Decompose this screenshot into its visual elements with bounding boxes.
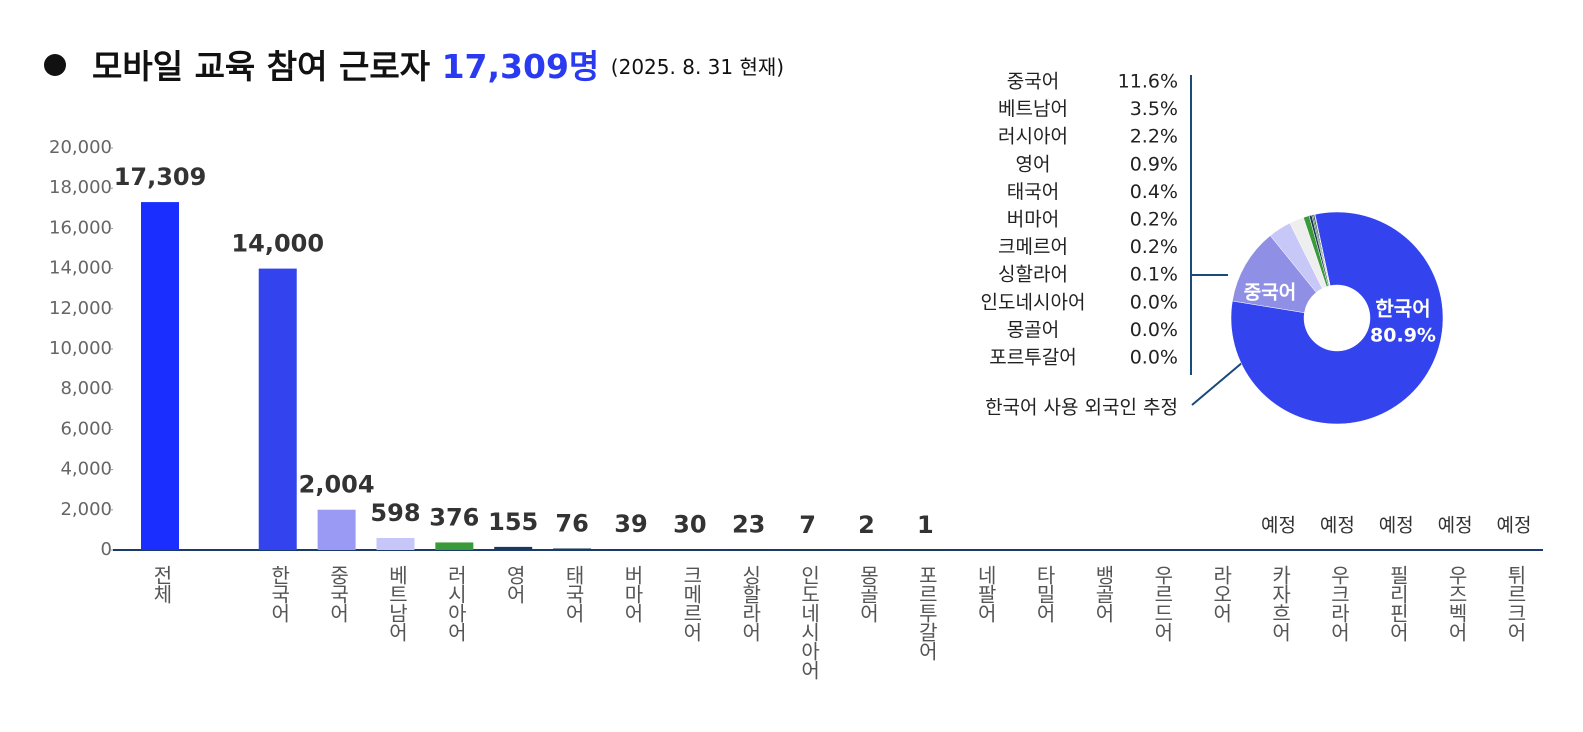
value-label: 2 xyxy=(858,511,875,539)
legend-value: 0.4% xyxy=(1130,181,1178,203)
bar xyxy=(611,549,650,551)
value-label: 예정 xyxy=(1320,515,1355,537)
y-tick-label: 2,000 xyxy=(60,499,112,520)
legend-label: 싱할라어 xyxy=(998,264,1068,286)
value-label: 예정 xyxy=(1438,515,1473,537)
slice-label: 중국어 xyxy=(1244,282,1296,304)
legend-label: 포르투갈어 xyxy=(989,347,1076,369)
value-label: 76 xyxy=(555,509,588,537)
x-tick-label: 뱅골어 xyxy=(1091,565,1115,623)
x-tick-label: 필리핀어 xyxy=(1386,565,1410,642)
x-tick-label: 버마어 xyxy=(620,565,644,623)
x-tick-label: 영어 xyxy=(503,565,527,604)
x-tick-label: 싱할라어 xyxy=(738,565,762,642)
slice-label: 한국어 xyxy=(1375,297,1430,321)
value-label: 2,004 xyxy=(299,471,375,499)
x-tick-label: 태국어 xyxy=(562,565,586,623)
value-label: 23 xyxy=(732,511,765,539)
legend-label: 영어 xyxy=(1016,153,1051,175)
y-tick-label: 14,000 xyxy=(49,258,112,279)
x-tick-label: 카자흐어 xyxy=(1268,565,1292,642)
bar xyxy=(435,542,474,550)
x-tick-label: 크메르어 xyxy=(679,565,703,642)
bar xyxy=(141,202,179,550)
bar xyxy=(553,548,592,550)
subtitle: (2025. 8. 31 현재) xyxy=(611,55,784,79)
x-tick-label: 라오어 xyxy=(1209,565,1233,623)
x-tick-label: 러시아어 xyxy=(444,565,468,642)
bar xyxy=(376,537,415,550)
legend-label: 인도네시아어 xyxy=(981,291,1086,313)
legend-value: 2.2% xyxy=(1130,126,1178,148)
value-label: 예정 xyxy=(1261,515,1296,537)
legend-value: 0.9% xyxy=(1130,153,1178,175)
x-tick-label: 전체 xyxy=(150,565,174,604)
slice-value: 80.9% xyxy=(1370,325,1436,347)
bar xyxy=(847,549,886,551)
value-label: 예정 xyxy=(1379,515,1414,537)
legend-value: 11.6% xyxy=(1118,71,1178,93)
y-tick-label: 4,000 xyxy=(60,459,112,480)
y-tick-label: 6,000 xyxy=(60,418,112,439)
legend-label: 러시아어 xyxy=(998,126,1068,148)
legend-label: 크메르어 xyxy=(998,236,1068,258)
bar xyxy=(906,549,945,551)
legend-label: 몽골어 xyxy=(1007,319,1059,341)
title-highlight: 17,309명 xyxy=(442,47,600,86)
x-tick-label: 네팔어 xyxy=(974,565,998,623)
legend-label: 태국어 xyxy=(1007,181,1059,203)
bar xyxy=(788,549,827,551)
value-label: 7 xyxy=(799,511,816,539)
y-tick-label: 8,000 xyxy=(60,378,112,399)
bar xyxy=(670,549,709,551)
bar xyxy=(317,509,356,550)
legend-value: 0.2% xyxy=(1130,209,1178,231)
bullet xyxy=(44,54,66,76)
x-tick-label: 몽골어 xyxy=(856,565,880,623)
y-tick-label: 18,000 xyxy=(49,177,112,198)
legend-label: 중국어 xyxy=(1007,71,1059,93)
value-label: 1 xyxy=(917,511,934,539)
y-tick-label: 10,000 xyxy=(49,338,112,359)
bar xyxy=(258,268,297,550)
y-tick-label: 16,000 xyxy=(49,217,112,238)
bar xyxy=(494,546,533,550)
value-label: 17,309 xyxy=(114,163,207,191)
legend-value: 3.5% xyxy=(1130,98,1178,120)
x-tick-label: 베트남어 xyxy=(385,565,409,642)
x-tick-label: 튀르크어 xyxy=(1504,565,1528,642)
x-tick-label: 우크라어 xyxy=(1327,565,1351,642)
legend-value: 0.2% xyxy=(1130,236,1178,258)
value-label: 376 xyxy=(429,503,479,531)
y-tick-label: 20,000 xyxy=(49,137,112,158)
title-text: 모바일 교육 참여 근로자 xyxy=(92,47,431,86)
title: 모바일 교육 참여 근로자 17,309명 (2025. 8. 31 현재) xyxy=(92,47,784,86)
value-label: 예정 xyxy=(1497,515,1532,537)
x-tick-label: 인도네시아어 xyxy=(797,565,821,680)
bar xyxy=(729,549,768,551)
value-label: 155 xyxy=(488,508,538,536)
x-tick-label: 중국어 xyxy=(326,565,350,623)
value-label: 598 xyxy=(370,499,420,527)
legend-value: 0.0% xyxy=(1130,291,1178,313)
value-label: 14,000 xyxy=(231,230,324,258)
legend-value: 0.1% xyxy=(1130,264,1178,286)
legend-label: 버마어 xyxy=(1007,209,1059,231)
pie-slice xyxy=(1314,214,1331,287)
x-tick-label: 한국어 xyxy=(267,565,291,623)
annotation: 한국어 사용 외국인 추정 xyxy=(985,397,1178,419)
pie-slice xyxy=(1230,211,1444,425)
y-tick-label: 12,000 xyxy=(49,298,112,319)
y-tick-label: 0 xyxy=(101,539,112,560)
legend-value: 0.0% xyxy=(1130,319,1178,341)
value-label: 30 xyxy=(673,510,706,538)
legend-label: 베트남어 xyxy=(998,98,1068,120)
x-tick-label: 우즈벡어 xyxy=(1445,565,1469,642)
value-label: 39 xyxy=(614,510,647,538)
x-tick-label: 포르투갈어 xyxy=(915,565,939,661)
x-tick-label: 우르드어 xyxy=(1150,565,1174,642)
legend-value: 0.0% xyxy=(1130,347,1178,369)
x-tick-label: 타밀어 xyxy=(1033,565,1057,623)
